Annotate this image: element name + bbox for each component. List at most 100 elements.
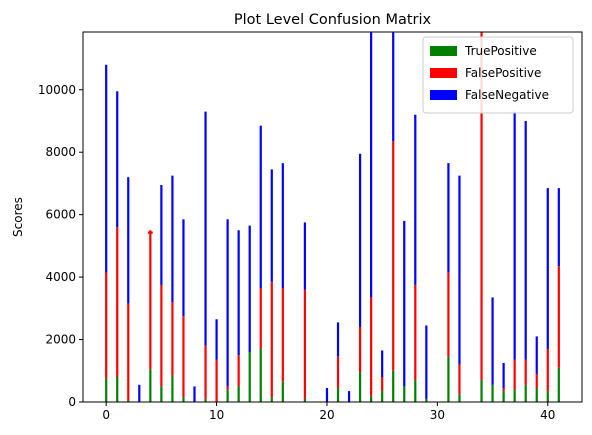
bar-falsenegative-40 bbox=[546, 188, 549, 349]
bar-truepositive-1 bbox=[116, 377, 119, 402]
y-tick-label: 4000 bbox=[45, 270, 76, 284]
bar-truepositive-41 bbox=[557, 367, 560, 402]
bar-falsepositive-41 bbox=[557, 266, 560, 368]
bar-truepositive-31 bbox=[447, 356, 450, 402]
bar-falsenegative-26 bbox=[392, 32, 395, 142]
bar-falsenegative-10 bbox=[215, 319, 218, 360]
bar-truepositive-0 bbox=[105, 378, 108, 402]
bar-falsepositive-40 bbox=[546, 348, 549, 392]
bar-falsenegative-0 bbox=[105, 64, 108, 273]
y-axis: 0 2000 4000 6000 8000 10000 bbox=[38, 83, 83, 409]
y-tick-label: 10000 bbox=[38, 83, 76, 97]
bar-falsenegative-31 bbox=[447, 163, 450, 273]
y-tick-label: 6000 bbox=[45, 208, 76, 222]
bar-truepositive-23 bbox=[358, 372, 362, 402]
bar-truepositive-36 bbox=[502, 391, 505, 402]
bars-group bbox=[105, 32, 560, 402]
bar-truepositive-12 bbox=[237, 386, 240, 402]
bar-falsenegative-22 bbox=[347, 391, 351, 402]
bar-falsepositive-24 bbox=[370, 297, 373, 396]
bar-falsepositive-31 bbox=[447, 272, 450, 357]
bar-truepositive-14 bbox=[259, 348, 262, 402]
bar-falsenegative-6 bbox=[171, 175, 174, 303]
bar-falsepositive-11 bbox=[226, 386, 229, 390]
bar-falsenegative-3 bbox=[138, 384, 141, 402]
bar-falsenegative-13 bbox=[248, 225, 251, 353]
bar-falsepositive-26 bbox=[392, 141, 395, 371]
plot-frame bbox=[82, 31, 583, 403]
bar-truepositive-6 bbox=[171, 375, 174, 402]
bar-falsepositive-6 bbox=[171, 302, 174, 376]
bar-falsepositive-38 bbox=[524, 359, 527, 385]
bar-falsenegative-2 bbox=[127, 177, 130, 304]
bar-falsepositive-21 bbox=[336, 356, 340, 388]
bar-falsenegative-25 bbox=[381, 350, 384, 378]
y-tick-label: 0 bbox=[68, 395, 76, 409]
bar-falsenegative-38 bbox=[524, 120, 527, 360]
bar-falsepositive-37 bbox=[513, 359, 516, 390]
bar-falsenegative-20 bbox=[325, 387, 329, 402]
bar-falsepositive-2 bbox=[127, 303, 130, 401]
bar-falsepositive-34 bbox=[480, 32, 483, 381]
bar-falsenegative-16 bbox=[281, 163, 284, 289]
bar-falsenegative-18 bbox=[303, 222, 307, 290]
legend-swatch-falsepositive bbox=[430, 68, 457, 78]
bar-truepositive-35 bbox=[491, 384, 494, 402]
bar-falsenegative-5 bbox=[160, 184, 163, 285]
bar-falsepositive-18 bbox=[303, 289, 307, 399]
bar-falsepositive-14 bbox=[259, 288, 262, 349]
bar-falsepositive-39 bbox=[535, 373, 538, 388]
bar-falsenegative-7 bbox=[182, 219, 185, 317]
bar-falsenegative-28 bbox=[414, 114, 417, 285]
x-tick-label: 20 bbox=[319, 408, 334, 422]
bar-truepositive-4 bbox=[149, 369, 152, 402]
x-tick-label: 0 bbox=[102, 408, 110, 422]
legend-swatch-truepositive bbox=[430, 46, 457, 56]
bar-falsenegative-29 bbox=[425, 325, 428, 399]
chart-title: Plot Level Confusion Matrix bbox=[234, 12, 432, 28]
x-tick-label: 40 bbox=[540, 408, 555, 422]
legend-swatch-falsenegative bbox=[430, 90, 457, 100]
bar-falsepositive-4 bbox=[149, 230, 152, 370]
bar-falsepositive-28 bbox=[414, 284, 417, 381]
bar-truepositive-24 bbox=[370, 395, 373, 402]
bar-falsenegative-12 bbox=[237, 230, 240, 356]
bar-falsenegative-37 bbox=[513, 111, 516, 360]
bar-truepositive-21 bbox=[336, 387, 340, 402]
y-axis-label: Scores bbox=[11, 197, 25, 237]
bar-truepositive-16 bbox=[281, 381, 284, 402]
bar-falsenegative-35 bbox=[491, 297, 494, 385]
bar-falsepositive-0 bbox=[105, 272, 108, 379]
bar-truepositive-9 bbox=[204, 398, 207, 402]
bar-falsepositive-9 bbox=[204, 345, 207, 399]
legend-label-falsepositive: FalsePositive bbox=[465, 66, 541, 80]
bar-truepositive-18 bbox=[303, 398, 307, 402]
bar-falsepositive-5 bbox=[160, 284, 163, 387]
bar-truepositive-25 bbox=[381, 391, 384, 402]
bar-falsepositive-25 bbox=[381, 377, 384, 392]
x-axis: 0 10 20 30 40 bbox=[102, 402, 555, 422]
bar-falsenegative-15 bbox=[270, 169, 273, 282]
y-tick-label: 2000 bbox=[45, 333, 76, 347]
bar-falsenegative-41 bbox=[557, 188, 560, 267]
bar-falsepositive-16 bbox=[281, 288, 284, 382]
bar-truepositive-7 bbox=[182, 397, 185, 402]
bar-truepositive-13 bbox=[248, 352, 251, 402]
bar-falsenegative-8 bbox=[193, 386, 196, 402]
bar-truepositive-34 bbox=[480, 380, 483, 402]
bar-falsepositive-10 bbox=[215, 359, 218, 402]
bar-falsepositive-15 bbox=[270, 281, 273, 398]
bar-falsenegative-36 bbox=[502, 362, 505, 388]
y-tick-label: 8000 bbox=[45, 145, 76, 159]
bar-falsenegative-1 bbox=[116, 91, 119, 228]
bar-truepositive-2 bbox=[127, 400, 130, 402]
bar-falsepositive-23 bbox=[358, 327, 362, 373]
bar-falsepositive-7 bbox=[182, 316, 185, 398]
legend-box bbox=[422, 36, 574, 114]
legend-label-truepositive: TruePositive bbox=[464, 44, 537, 58]
bar-falsepositive-36 bbox=[502, 387, 505, 392]
bar-falsenegative-14 bbox=[259, 125, 262, 289]
bar-truepositive-27 bbox=[403, 386, 406, 402]
bar-truepositive-11 bbox=[226, 389, 229, 402]
